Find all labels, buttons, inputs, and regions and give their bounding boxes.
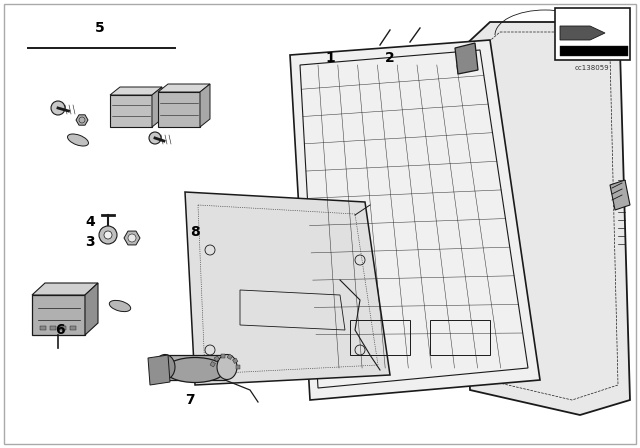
Bar	[210, 362, 216, 367]
Bar	[214, 356, 220, 362]
Polygon shape	[85, 283, 98, 335]
Ellipse shape	[109, 301, 131, 312]
Bar	[70, 326, 76, 330]
Polygon shape	[185, 192, 390, 385]
Ellipse shape	[155, 354, 175, 379]
Text: 6: 6	[55, 323, 65, 337]
Polygon shape	[158, 84, 210, 92]
Polygon shape	[460, 22, 630, 415]
Ellipse shape	[165, 358, 225, 383]
Polygon shape	[148, 355, 170, 385]
Polygon shape	[152, 87, 162, 127]
Polygon shape	[200, 84, 210, 127]
Circle shape	[99, 226, 117, 244]
Polygon shape	[32, 295, 85, 335]
Polygon shape	[455, 43, 478, 74]
Bar	[232, 358, 238, 363]
Polygon shape	[290, 40, 540, 400]
Polygon shape	[560, 26, 605, 40]
Bar	[555, 8, 630, 60]
Bar	[50, 326, 56, 330]
Polygon shape	[610, 180, 630, 210]
Bar	[40, 326, 46, 330]
Polygon shape	[124, 231, 140, 245]
Polygon shape	[110, 95, 152, 127]
Text: 5: 5	[95, 21, 105, 35]
Circle shape	[51, 101, 65, 115]
Bar	[236, 365, 240, 369]
Circle shape	[149, 132, 161, 144]
Ellipse shape	[217, 354, 237, 379]
Text: cc138059: cc138059	[575, 65, 609, 71]
Polygon shape	[110, 87, 162, 95]
Bar	[560, 46, 628, 56]
Text: 1: 1	[325, 51, 335, 65]
Bar	[221, 354, 225, 358]
Circle shape	[104, 231, 112, 239]
Ellipse shape	[68, 134, 88, 146]
Polygon shape	[165, 355, 225, 380]
Text: 7: 7	[185, 393, 195, 407]
Bar	[60, 326, 66, 330]
Text: 2: 2	[385, 51, 395, 65]
Text: 3: 3	[85, 235, 95, 249]
Polygon shape	[76, 115, 88, 125]
Text: 8: 8	[190, 225, 200, 239]
Polygon shape	[32, 283, 98, 295]
Text: 4: 4	[85, 215, 95, 229]
Circle shape	[128, 234, 136, 242]
Bar	[227, 354, 232, 359]
Polygon shape	[158, 92, 200, 127]
